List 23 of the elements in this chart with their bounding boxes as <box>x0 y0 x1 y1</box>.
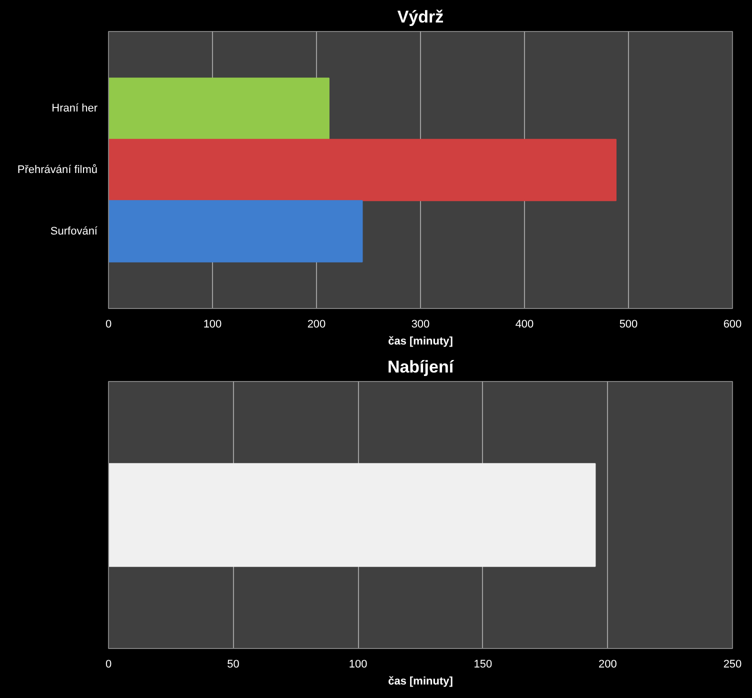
x-axis-title: čas [minuty] <box>388 676 454 688</box>
x-tick-label: 0 <box>105 318 112 330</box>
bar <box>108 138 617 202</box>
chart-title: Nabíjení <box>387 358 455 376</box>
y-tick-label: Přehrávání filmů <box>17 164 98 176</box>
x-tick-label: 0 <box>105 658 112 670</box>
bar <box>108 200 363 262</box>
bar <box>108 78 330 140</box>
x-tick-label: 200 <box>598 658 617 670</box>
x-tick-label: 250 <box>723 658 742 670</box>
chart-title: Výdrž <box>397 8 444 26</box>
x-tick-label: 200 <box>307 318 326 330</box>
x-tick-label: 300 <box>411 318 430 330</box>
x-tick-label: 50 <box>227 658 240 670</box>
y-tick-label: Hraní her <box>52 102 98 115</box>
x-tick-label: 400 <box>515 318 534 330</box>
x-tick-label: 150 <box>474 658 492 670</box>
y-tick-label: Surfování <box>50 225 98 238</box>
x-axis-title: čas [minuty] <box>388 336 454 348</box>
x-tick-label: 500 <box>619 318 638 330</box>
x-tick-label: 100 <box>348 658 368 670</box>
x-tick-label: 100 <box>203 318 222 330</box>
x-tick-label: 600 <box>723 318 742 330</box>
